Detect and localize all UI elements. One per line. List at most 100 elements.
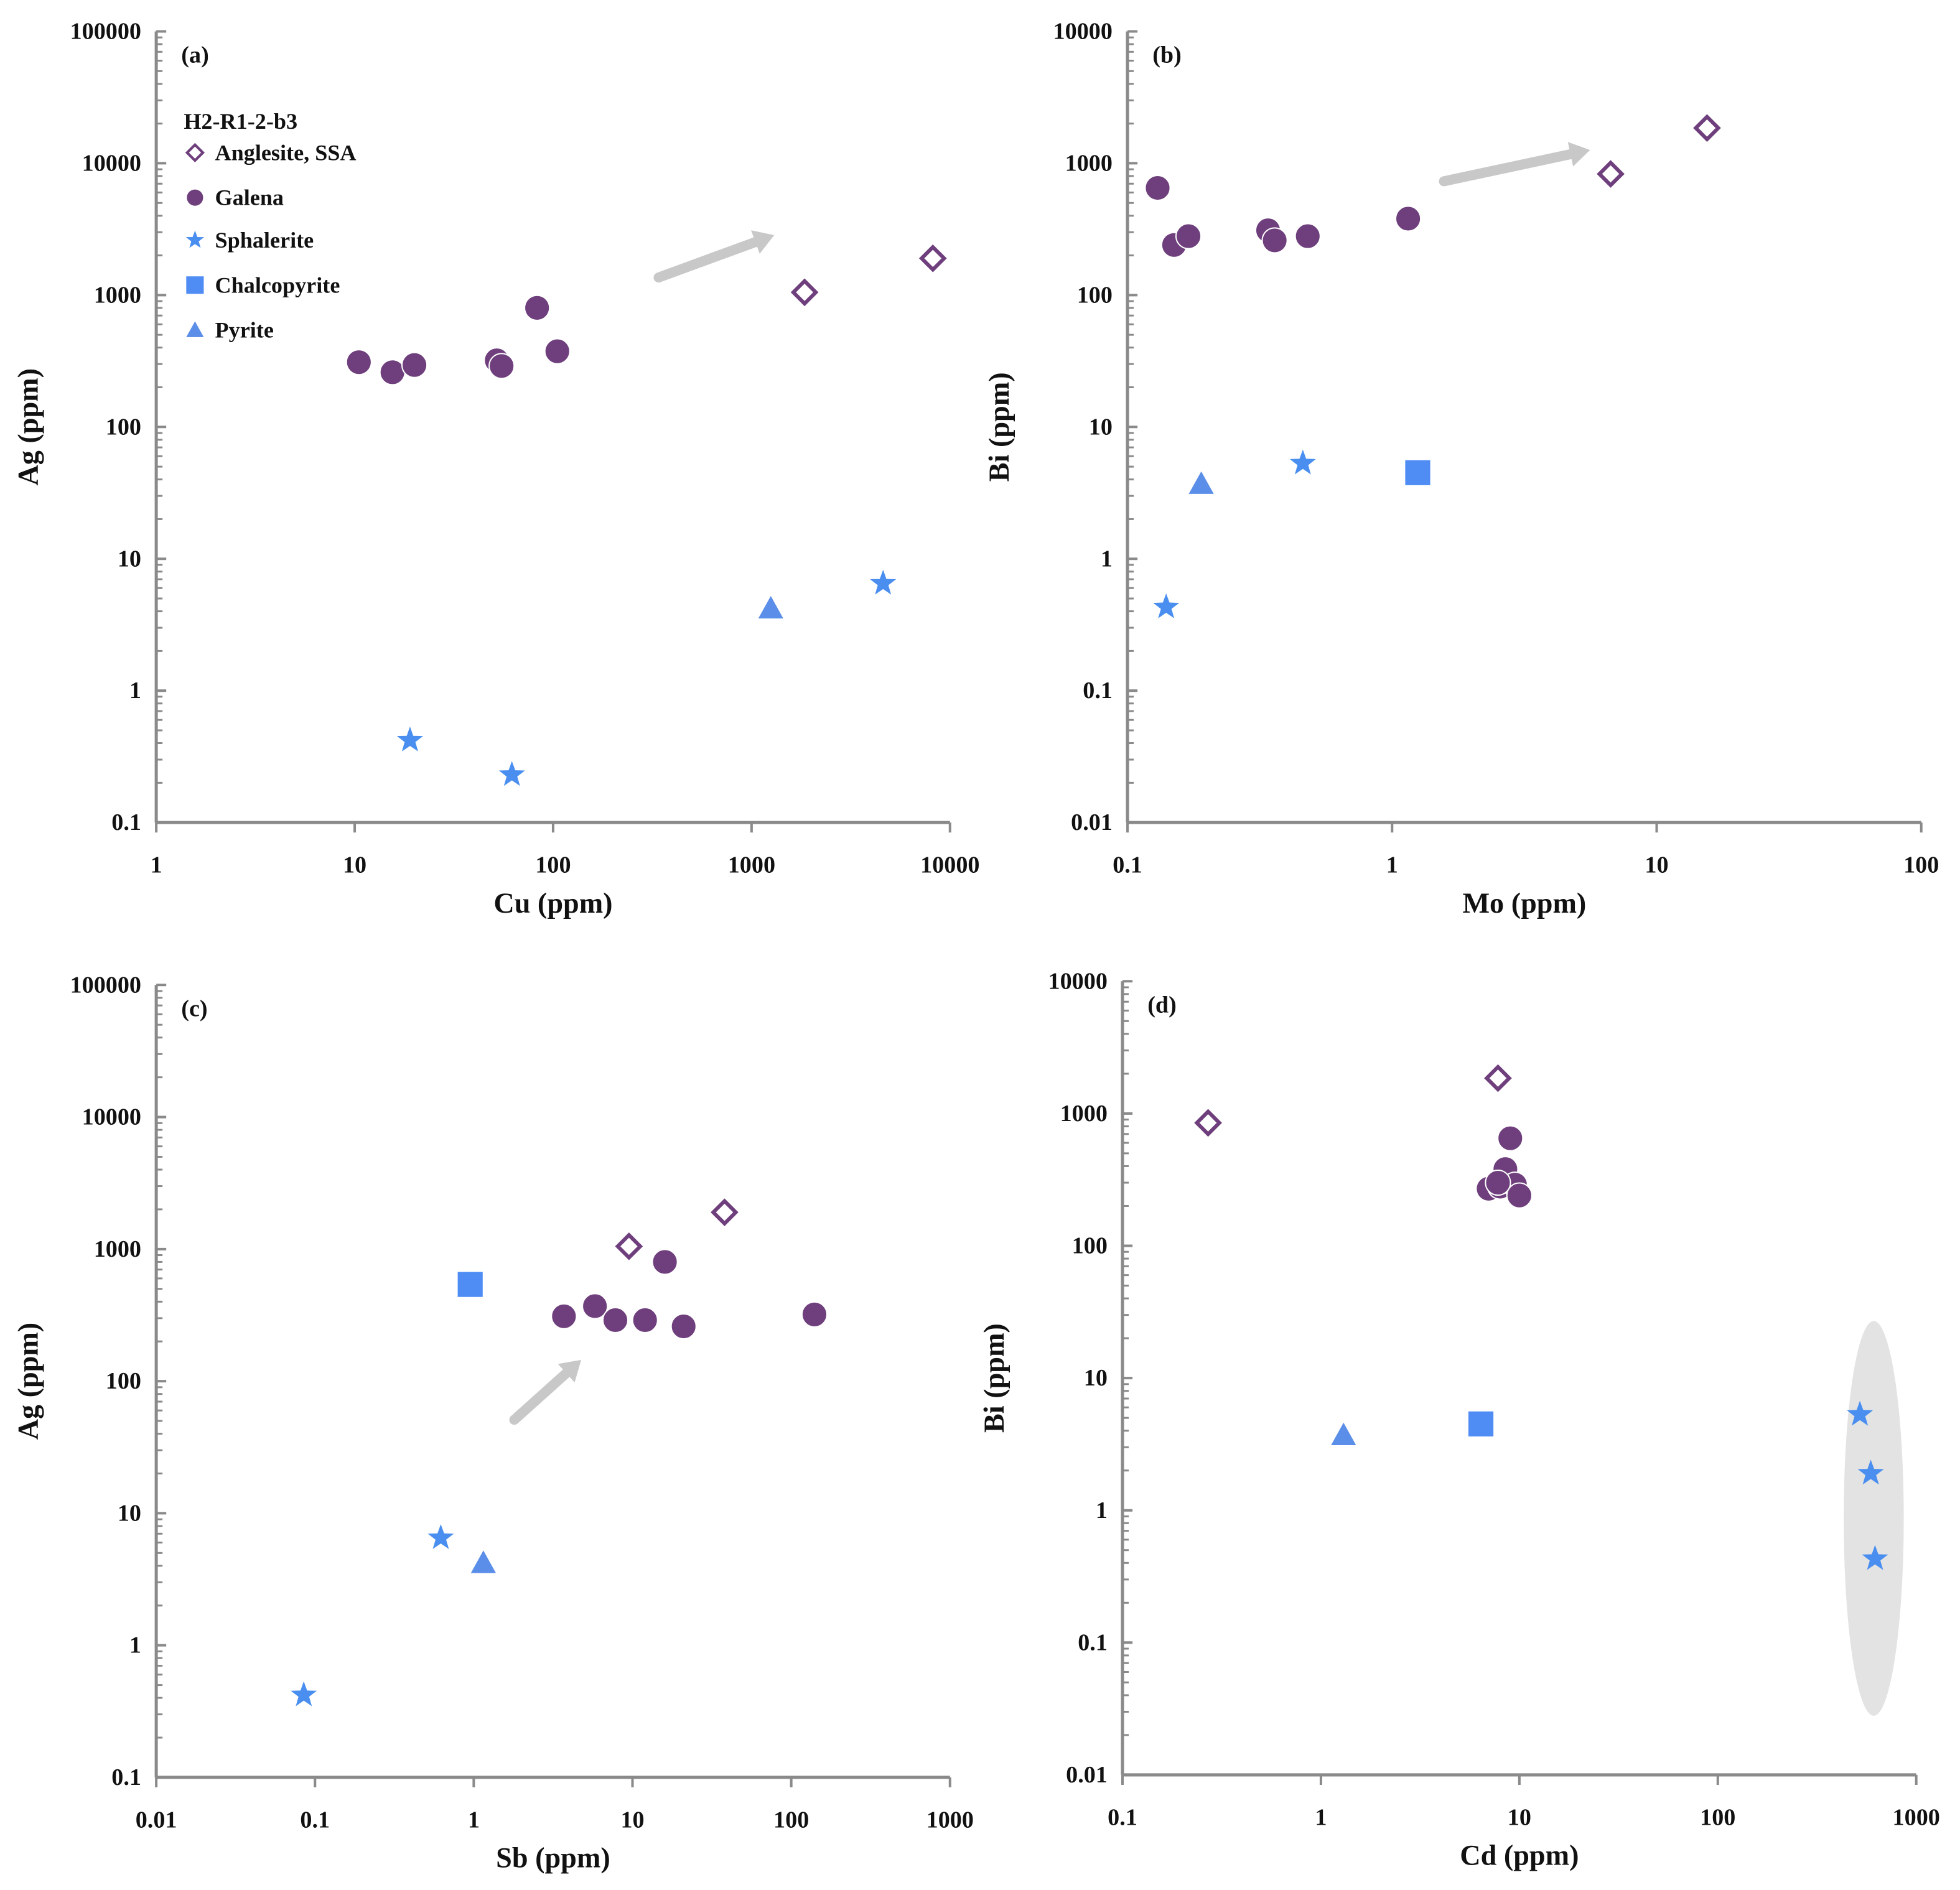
y-tick-label: 1 [129, 677, 141, 704]
data-point [711, 1198, 739, 1227]
y-tick-label: 0.1 [111, 1764, 141, 1790]
series-pyrite [758, 596, 783, 619]
series-sphalerite [1153, 449, 1316, 618]
y-tick-label: 1 [129, 1632, 141, 1659]
y-tick-label: 1000 [1060, 1101, 1108, 1127]
x-tick-label: 100 [1903, 852, 1939, 878]
data-point [1153, 593, 1180, 618]
x-tick-label: 0.1 [300, 1807, 330, 1833]
x-tick-label: 10000 [920, 852, 979, 878]
y-tick-label: 10 [1084, 1365, 1108, 1391]
data-point [1188, 471, 1214, 494]
data-point [1289, 449, 1316, 475]
data-point [1847, 1400, 1874, 1426]
y-tick-label: 0.1 [1078, 1629, 1108, 1655]
x-tick-label: 1 [1315, 1804, 1327, 1830]
data-point [379, 359, 406, 386]
legend-item: Sphalerite [185, 228, 314, 253]
y-tick-label: 10 [118, 546, 141, 572]
legend-item: Anglesite, SSA [185, 140, 357, 165]
y-tick-label: 1000 [1065, 150, 1113, 176]
data-point [1294, 223, 1321, 249]
series-sphalerite [396, 569, 897, 786]
x-tick-label: 10 [343, 852, 366, 878]
data-point [1331, 1422, 1356, 1445]
x-tick-label: 0.01 [136, 1807, 177, 1833]
series-galena [1144, 174, 1422, 258]
panel-c: 0.1 1 10 100 1000 10000 100000 0.01 0.1 1 10 100 100… [12, 972, 974, 1873]
series-anglesite-ssa [1194, 1064, 1512, 1137]
series-pyrite [1188, 471, 1214, 494]
series-galena [1475, 1125, 1533, 1209]
data-point [918, 244, 947, 272]
data-point [457, 1272, 483, 1297]
data-point [1693, 114, 1721, 142]
data-point [1597, 160, 1625, 188]
legend-label: Anglesite, SSA [215, 140, 357, 165]
y-tick-label: 10 [118, 1500, 141, 1526]
panel-label: (a) [181, 42, 209, 68]
data-point [427, 1524, 454, 1549]
data-point [632, 1306, 658, 1334]
y-tick-label: 1000 [94, 282, 141, 308]
x-tick-label: 1000 [1893, 1804, 1940, 1830]
data-point [1468, 1411, 1494, 1436]
y-tick-label: 1000 [94, 1236, 141, 1262]
legend-label: Galena [215, 185, 284, 210]
trend-arrow [1439, 142, 1590, 187]
series-pyrite [470, 1550, 496, 1573]
y-tick-label: 10000 [1053, 19, 1113, 45]
data-point [524, 294, 551, 321]
x-tick-label: 1000 [926, 1807, 974, 1833]
data-point [1497, 1125, 1524, 1152]
data-point [1862, 1545, 1888, 1570]
x-tick-label: 100 [1700, 1804, 1735, 1830]
data-point [470, 1550, 496, 1573]
x-tick-label: 100 [535, 852, 571, 878]
y-tick-label: 10000 [82, 1104, 141, 1130]
y-tick-label: 100 [106, 1368, 141, 1394]
legend-item: Galena [185, 185, 284, 210]
trend-arrow [509, 1359, 582, 1425]
legend-item: Chalcopyrite [186, 272, 340, 297]
y-tick-label: 10000 [1048, 968, 1108, 994]
y-tick-label: 100000 [70, 972, 141, 998]
y-axis-title: Ag (ppm) [12, 1323, 44, 1440]
x-tick-label: 0.1 [1113, 852, 1142, 878]
data-point [488, 353, 515, 379]
legend-marker-triangle [186, 321, 204, 337]
data-point [1194, 1109, 1222, 1137]
y-axis-title: Bi (ppm) [978, 1323, 1010, 1433]
data-point [670, 1313, 697, 1340]
x-axis-title: Sb (ppm) [496, 1842, 610, 1874]
data-point [1405, 460, 1430, 485]
panel-label: (c) [181, 996, 207, 1022]
data-point [291, 1681, 317, 1706]
series-chalcopyrite [1405, 460, 1430, 485]
x-tick-label: 1000 [728, 852, 775, 878]
data-point [1506, 1182, 1533, 1209]
data-point [1175, 223, 1202, 249]
x-tick-label: 0.1 [1108, 1804, 1137, 1830]
data-point [870, 569, 897, 595]
panel-label: (b) [1152, 42, 1182, 68]
y-tick-label: 10 [1089, 414, 1113, 440]
data-point [1261, 227, 1288, 254]
series-galena [345, 294, 571, 386]
series-anglesite-ssa [1597, 114, 1721, 188]
legend: H2-R1-2-b3 Anglesite, SSA Galena Sphalerite… [184, 109, 356, 342]
series-pyrite [1331, 1422, 1356, 1445]
y-tick-label: 100000 [70, 19, 141, 45]
series-galena [551, 1249, 828, 1340]
data-point [790, 278, 819, 307]
x-tick-label: 10 [620, 1807, 644, 1833]
legend-label: Pyrite [215, 318, 274, 343]
series-anglesite-ssa [615, 1198, 739, 1260]
data-point [758, 596, 783, 619]
legend-marker-star [185, 230, 205, 248]
data-point [544, 338, 571, 365]
data-point [1485, 1169, 1511, 1196]
data-point [602, 1306, 629, 1334]
